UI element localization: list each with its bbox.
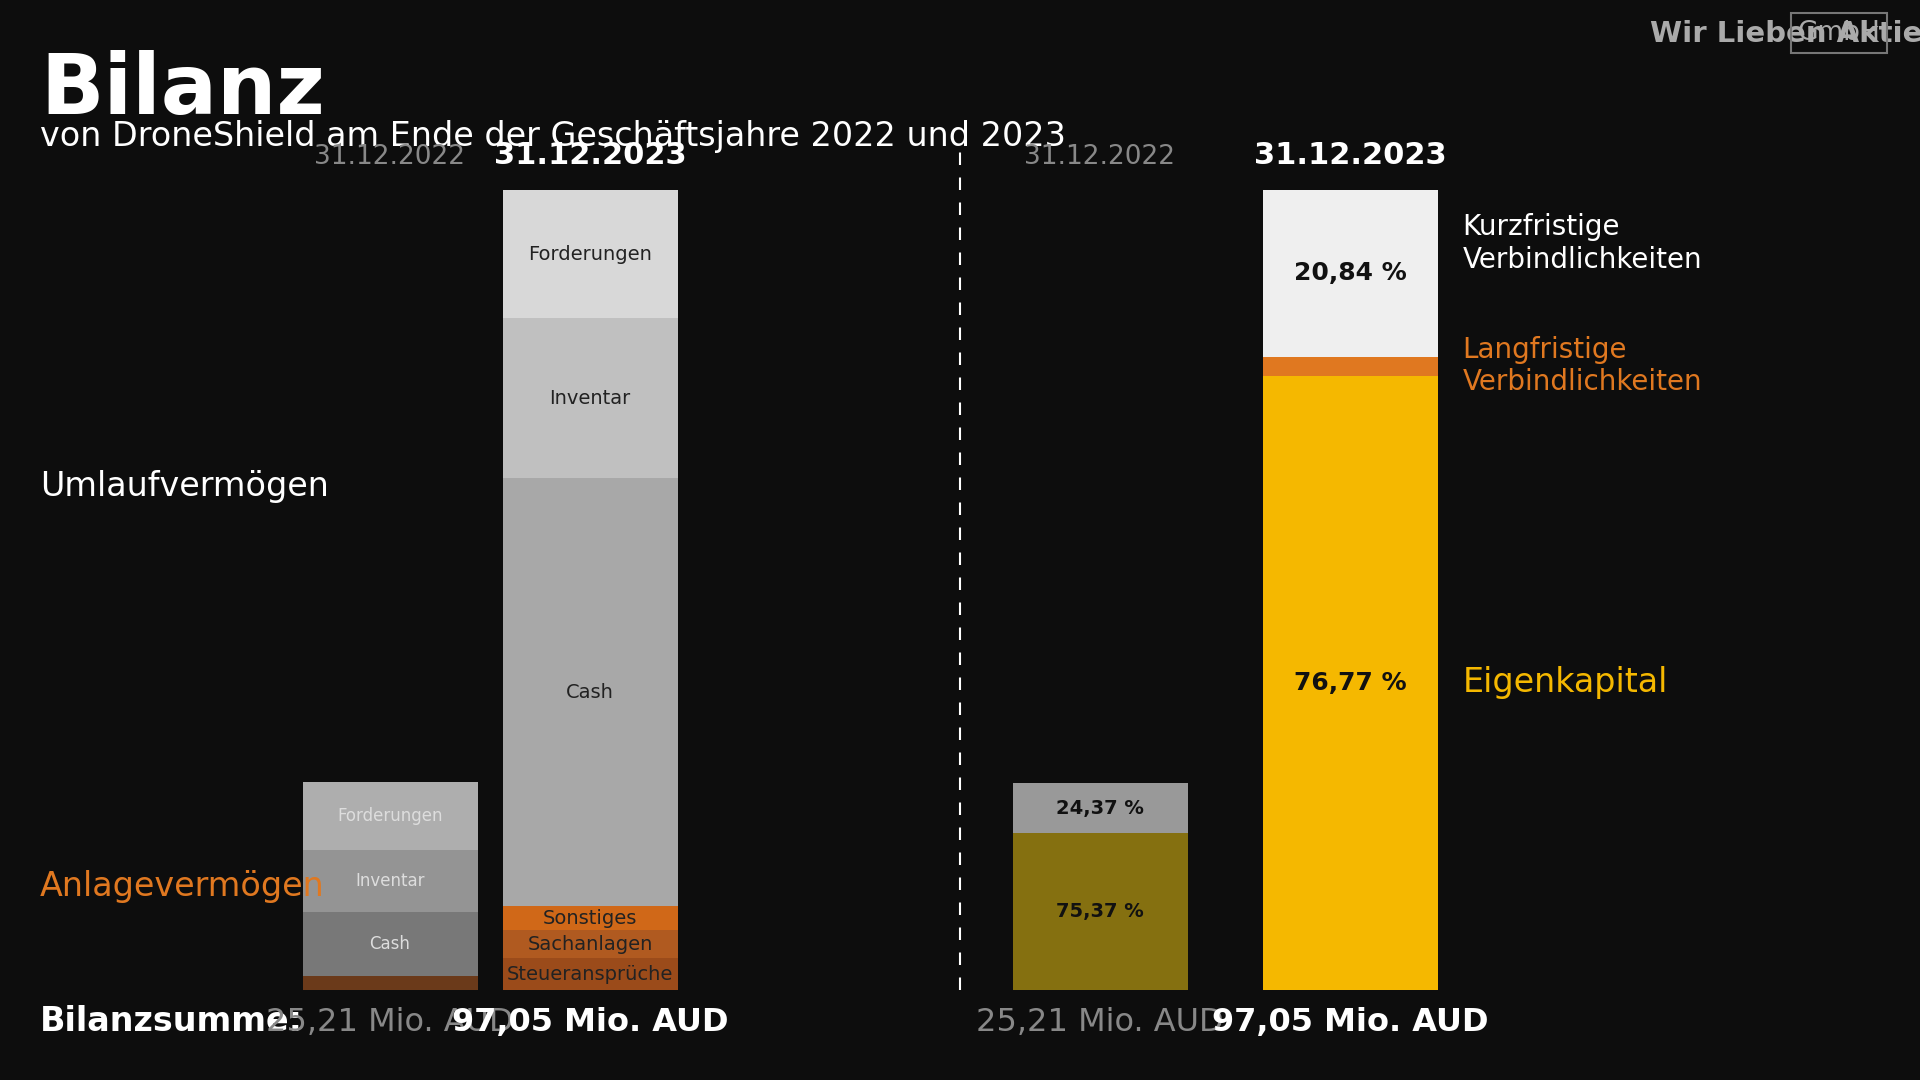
Text: von DroneShield am Ende der Geschäftsjahre 2022 und 2023: von DroneShield am Ende der Geschäftsjah… [40, 120, 1066, 153]
Text: 25,21 Mio. AUD: 25,21 Mio. AUD [975, 1007, 1223, 1038]
Text: Inventar: Inventar [549, 389, 630, 407]
Text: Eigenkapital: Eigenkapital [1463, 666, 1668, 700]
Text: Anlagevermögen: Anlagevermögen [40, 869, 324, 903]
Bar [503, 930, 678, 958]
Bar [503, 190, 678, 318]
Text: Cash: Cash [369, 935, 411, 954]
Bar [303, 850, 478, 913]
Bar [503, 478, 678, 906]
Text: 97,05 Mio. AUD: 97,05 Mio. AUD [1212, 1007, 1488, 1038]
Bar [503, 958, 678, 990]
Text: 75,37 %: 75,37 % [1056, 902, 1144, 921]
Text: Langfristige
Verbindlichkeiten: Langfristige Verbindlichkeiten [1463, 336, 1703, 396]
Bar [1263, 376, 1438, 990]
Text: 31.12.2023: 31.12.2023 [1254, 141, 1446, 170]
Text: Wir Lieben Aktien: Wir Lieben Aktien [1649, 21, 1920, 48]
Bar [503, 318, 678, 478]
Bar [1263, 190, 1438, 356]
Text: Bilanz: Bilanz [40, 50, 324, 131]
Bar [303, 976, 478, 990]
Bar [303, 913, 478, 976]
Text: 24,37 %: 24,37 % [1056, 798, 1144, 818]
Text: Forderungen: Forderungen [528, 244, 653, 264]
Text: 31.12.2023: 31.12.2023 [493, 141, 685, 170]
Bar [1012, 783, 1187, 834]
Text: Umlaufvermögen: Umlaufvermögen [40, 470, 328, 502]
Text: 76,77 %: 76,77 % [1294, 671, 1405, 694]
Text: Kurzfristige
Verbindlichkeiten: Kurzfristige Verbindlichkeiten [1463, 213, 1703, 273]
Bar [503, 906, 678, 930]
Text: Steueransprüche: Steueransprüche [507, 964, 674, 984]
Bar [1263, 356, 1438, 376]
Text: 25,21 Mio. AUD: 25,21 Mio. AUD [267, 1007, 515, 1038]
Text: 20,84 %: 20,84 % [1294, 261, 1405, 285]
Text: GmbH: GmbH [1797, 21, 1880, 46]
Text: Cash: Cash [566, 683, 614, 702]
Text: Inventar: Inventar [355, 872, 424, 890]
Text: Forderungen: Forderungen [338, 807, 444, 825]
Text: Sonstiges: Sonstiges [543, 908, 637, 928]
Text: 31.12.2022: 31.12.2022 [315, 144, 465, 170]
Text: 31.12.2022: 31.12.2022 [1025, 144, 1175, 170]
Bar [303, 782, 478, 850]
Text: Bilanzsumme:: Bilanzsumme: [40, 1005, 303, 1038]
Text: Sachanlagen: Sachanlagen [528, 934, 653, 954]
Text: 97,05 Mio. AUD: 97,05 Mio. AUD [451, 1007, 728, 1038]
Bar [1012, 834, 1187, 990]
